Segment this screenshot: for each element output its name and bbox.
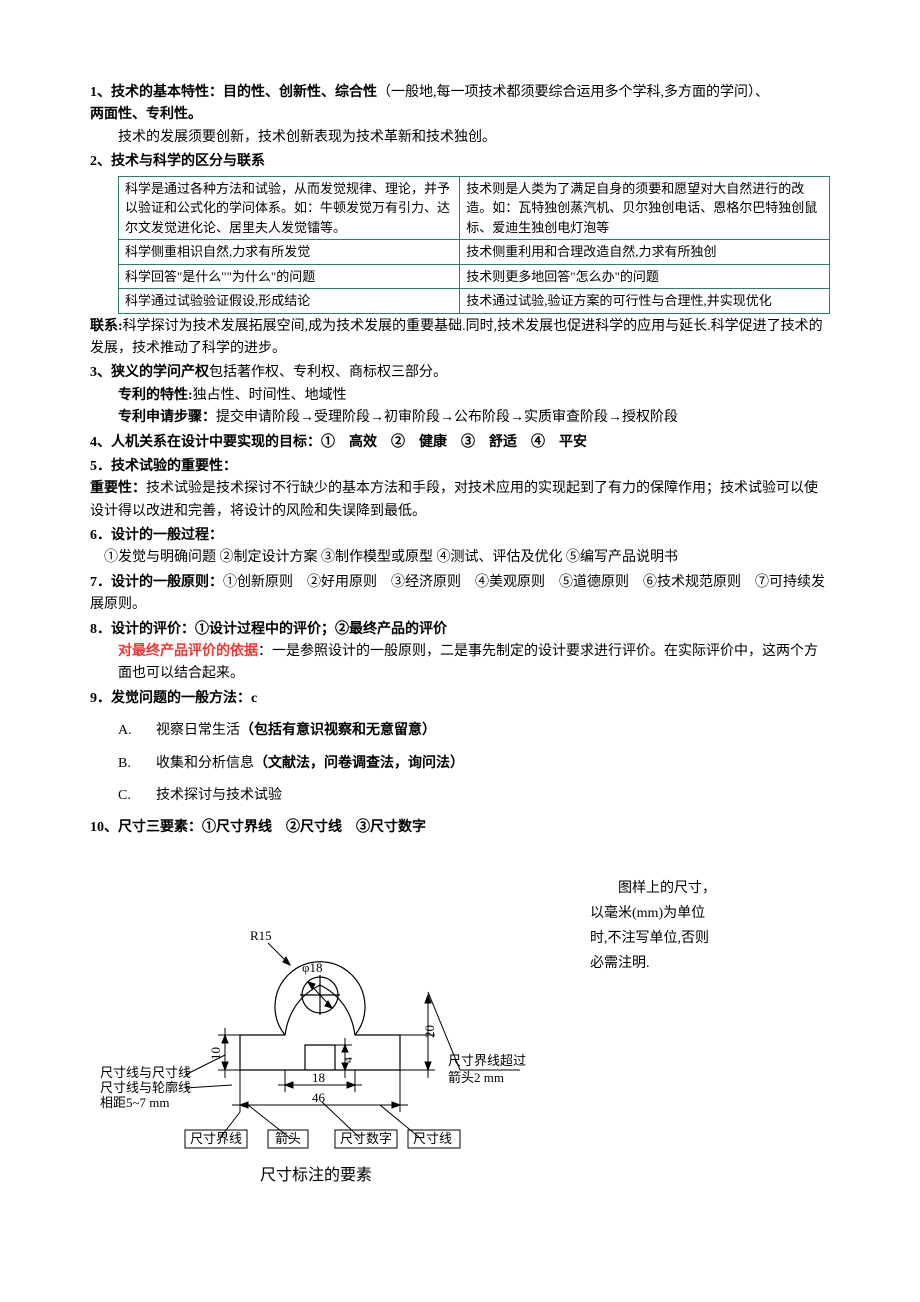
- cell: 技术侧重利用和合理改造自然,力求有所独创: [460, 240, 830, 265]
- cell: 科学侧重相识自然,力求有所发觉: [119, 240, 460, 265]
- callout-ext-line: 尺寸界线: [190, 1131, 242, 1146]
- p2-link-label: 联系:: [90, 319, 123, 334]
- p1-paren: （一般地,每一项技术都须要综合运用多个学科,多方面的学问）、: [377, 85, 769, 100]
- fr-l2: 以毫米(mm)为单位: [590, 906, 705, 921]
- dim-4: 4: [341, 1057, 355, 1063]
- p2-title: 2、技术与科学的区分与联系: [90, 151, 830, 173]
- p3-l3b: 提交申请阶段→受理阶段→初审阶段→公布阶段→实质审查阶段→授权阶段: [216, 410, 678, 425]
- figure: R15 φ18 20: [90, 860, 550, 1198]
- p3-l2b: 独占性、时间性、地域性: [193, 388, 347, 403]
- figure-wrap: R15 φ18 20: [90, 860, 830, 1198]
- p3-l2: 专利的特性:独占性、时间性、地域性: [90, 385, 830, 407]
- p3-l3: 专利申请步骤：提交申请阶段→受理阶段→初审阶段→公布阶段→实质审查阶段→授权阶段: [90, 407, 830, 429]
- p8-detail: 对最终产品评价的依据：一是参照设计的一般原则，二是事先制定的设计要求进行评价。在…: [90, 641, 830, 686]
- cell: 技术通过试验,验证方案的可行性与合理性,并实现优化: [460, 289, 830, 314]
- table-row: 科学侧重相识自然,力求有所发觉 技术侧重利用和合理改造自然,力求有所独创: [119, 240, 830, 265]
- fr-l4: 必需注明.: [590, 956, 650, 971]
- dim-10: 10: [208, 1047, 223, 1060]
- dim-18: 18: [312, 1070, 325, 1085]
- note-2: 尺寸线与轮廓线: [100, 1080, 191, 1095]
- p5a: 重要性：: [90, 481, 146, 496]
- abc-a-pre: 视察日常生活: [156, 723, 240, 738]
- list-item: B. 收集和分析信息（文献法，问卷调查法，询问法）: [118, 753, 830, 775]
- note-4: 尺寸界线超过: [448, 1053, 526, 1068]
- abc-label: B.: [118, 753, 142, 775]
- p7a: 7．设计的一般原则：: [90, 575, 223, 590]
- note-3: 相距5~7 mm: [100, 1095, 170, 1110]
- point-4: 4、人机关系在设计中要实现的目标：① 高效 ② 健康 ③ 舒适 ④ 平安: [90, 432, 830, 454]
- p6-body: ①发觉与明确问题 ②制定设计方案 ③制作模型或原型 ④测试、评估及优化 ⑤编写产…: [90, 547, 830, 569]
- p1-prefix: 1、技术的基本特性：目的性、创新性、综合性: [90, 85, 377, 100]
- p5b: 技术试验是技术探讨不行缺少的基本方法和手段，对技术应用的实现起到了有力的保障作用…: [90, 481, 818, 518]
- note-1: 尺寸线与尺寸线: [100, 1065, 191, 1080]
- p10: 10、尺寸三要素：①尺寸界线 ②尺寸线 ③尺寸数字: [90, 817, 830, 839]
- cell: 科学通过试验验证假设,形成结论: [119, 289, 460, 314]
- cell: 科学回答"是什么""为什么"的问题: [119, 264, 460, 289]
- dim-20: 20: [422, 1025, 437, 1038]
- fr-l3: 时,不注写单位,否则: [590, 931, 709, 946]
- cell: 科学是通过各种方法和试验，从而发觉规律、理论，并予以验证和公式化的学问体系。如：…: [119, 176, 460, 240]
- p8c: 对最终产品评价的依据: [118, 644, 258, 659]
- dim-r15: R15: [250, 928, 272, 943]
- fr-l1: 图样上的尺寸，: [618, 881, 716, 896]
- abc-label: A.: [118, 720, 142, 742]
- point-3: 3、狭义的学问产权包括著作权、专利权、商标权三部分。: [90, 362, 830, 384]
- table-row: 科学回答"是什么""为什么"的问题 技术则更多地回答"怎么办"的问题: [119, 264, 830, 289]
- point-7: 7．设计的一般原则：①创新原则 ②好用原则 ③经济原则 ④美观原则 ⑤道德原则 …: [90, 572, 830, 617]
- figure-caption: 尺寸标注的要素: [260, 1166, 372, 1184]
- figure-right-note: 图样上的尺寸， 以毫米(mm)为单位 时,不注写单位,否则 必需注明.: [550, 860, 830, 977]
- p6-title: 6．设计的一般过程：: [90, 525, 830, 547]
- p8b: ①设计过程中的评价；②最终产品的评价: [195, 622, 447, 637]
- p9: 9．发觉问题的一般方法：c: [90, 688, 830, 710]
- cell-text: 科学是通过各种方法和试验，从而发觉规律、理论，并予以验证和公式化的学问体系。如：…: [125, 181, 450, 235]
- list-item: A. 视察日常生活（包括有意识视察和无意留意）: [118, 720, 830, 742]
- abc-list: A. 视察日常生活（包括有意识视察和无意留意） B. 收集和分析信息（文献法，问…: [90, 720, 830, 807]
- point-1: 1、技术的基本特性：目的性、创新性、综合性（一般地,每一项技术都须要综合运用多个…: [90, 82, 830, 127]
- p3-l3a: 专利申请步骤：: [118, 410, 216, 425]
- p5-body: 重要性：技术试验是技术探讨不行缺少的基本方法和手段，对技术应用的实现起到了有力的…: [90, 478, 830, 523]
- callout-dim-line: 尺寸线: [413, 1131, 452, 1146]
- table-row: 科学是通过各种方法和试验，从而发觉规律、理论，并予以验证和公式化的学问体系。如：…: [119, 176, 830, 240]
- abc-a-bold: （包括有意识视察和无意留意）: [240, 723, 436, 738]
- cell-text: 技术则是人类为了满足自身的须要和愿望对大自然进行的改造。如：瓦特独创蒸汽机、贝尔…: [466, 181, 817, 235]
- document-page: 1、技术的基本特性：目的性、创新性、综合性（一般地,每一项技术都须要综合运用多个…: [0, 0, 920, 1238]
- point-8: 8．设计的评价：①设计过程中的评价；②最终产品的评价: [90, 619, 830, 641]
- p2-link: 联系:科学探讨为技术发展拓展空间,成为技术发展的重要基础.同时,技术发展也促进科…: [90, 316, 830, 361]
- cell: 技术则更多地回答"怎么办"的问题: [460, 264, 830, 289]
- list-item: C. 技术探讨与技术试验: [118, 785, 830, 807]
- p3-l1a: 3、狭义的学问产权: [90, 365, 209, 380]
- comparison-table: 科学是通过各种方法和试验，从而发觉规律、理论，并予以验证和公式化的学问体系。如：…: [118, 176, 830, 314]
- abc-b-pre: 收集和分析信息: [156, 756, 254, 771]
- table-row: 科学通过试验验证假设,形成结论 技术通过试验,验证方案的可行性与合理性,并实现优…: [119, 289, 830, 314]
- p3-l2a: 专利的特性:: [118, 388, 193, 403]
- abc-c-pre: 技术探讨与技术试验: [156, 788, 282, 803]
- callout-arrow: 箭头: [275, 1131, 301, 1146]
- dimension-diagram-svg: R15 φ18 20: [90, 860, 550, 1190]
- abc-label: C.: [118, 785, 142, 807]
- p8a: 8．设计的评价：: [90, 622, 195, 637]
- dim-phi18: φ18: [302, 960, 323, 975]
- p1-suffix: 两面性、专利性。: [90, 107, 202, 122]
- callout-dim-num: 尺寸数字: [340, 1131, 392, 1146]
- p5-title: 5．技术试验的重要性：: [90, 456, 830, 478]
- p2-link-body: 科学探讨为技术发展拓展空间,成为技术发展的重要基础.同时,技术发展也促进科学的应…: [90, 319, 823, 356]
- note-5: 箭头2 mm: [448, 1070, 504, 1085]
- p1-line2: 技术的发展须要创新，技术创新表现为技术革新和技术独创。: [90, 127, 830, 149]
- p3-l1b: 包括著作权、专利权、商标权三部分。: [209, 365, 447, 380]
- cell: 技术则是人类为了满足自身的须要和愿望对大自然进行的改造。如：瓦特独创蒸汽机、贝尔…: [460, 176, 830, 240]
- abc-b-bold: （文献法，问卷调查法，询问法）: [254, 756, 464, 771]
